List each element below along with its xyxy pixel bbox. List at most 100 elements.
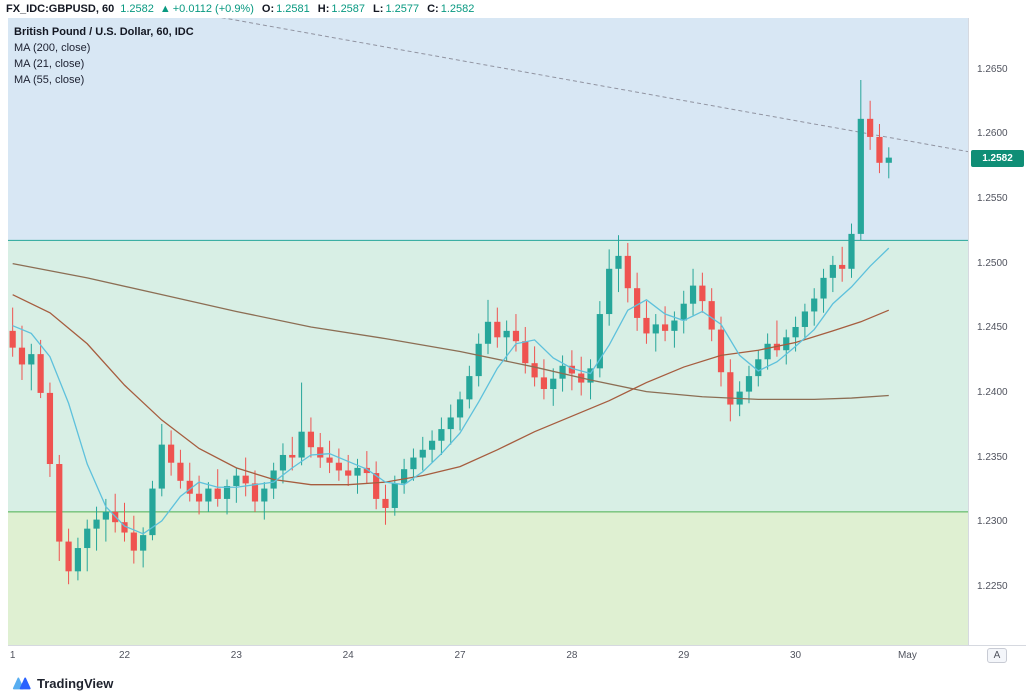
legend-ma-21[interactable]: MA (21, close) [14, 58, 85, 70]
brand-name[interactable]: TradingView [37, 675, 114, 691]
candle-body [792, 326, 799, 338]
candle-body [727, 372, 734, 405]
candle-body [876, 136, 883, 163]
time-axis-label: 23 [230, 650, 242, 661]
quote-header: FX_IDC:GBPUSD, 60 1.2582 ▲ +0.0112 (+0.9… [0, 0, 1026, 18]
candle-body [820, 277, 827, 299]
candle-body [56, 464, 63, 542]
high-value: 1.2587 [331, 3, 366, 15]
change-value: +0.0112 (+0.9%) [172, 3, 254, 15]
last-price-value: 1.2582 [120, 3, 154, 15]
candle-body [522, 341, 529, 364]
candle-body [531, 363, 538, 378]
price-axis-tick: 1.2600 [977, 128, 1008, 140]
price-axis-tick: 1.2650 [977, 63, 1008, 75]
close-label: C: [427, 3, 439, 15]
candle-body [214, 488, 221, 499]
candle-body [391, 483, 398, 508]
upper-blue-zone [8, 18, 968, 241]
price-pane[interactable] [8, 18, 968, 645]
candle-body [671, 320, 678, 331]
symbol-title[interactable]: FX_IDC:GBPUSD, 60 [6, 3, 115, 15]
candle-body [689, 285, 697, 304]
candle-body [9, 330, 16, 348]
open-value: 1.2581 [276, 3, 310, 15]
candle-body [717, 329, 725, 373]
candle-body [484, 321, 492, 344]
time-axis-label: 24 [342, 650, 354, 661]
time-axis[interactable]: 1 22 23 24 27 28 29 30 May [8, 645, 1026, 667]
candle-body [401, 469, 408, 484]
candle-body [661, 324, 669, 331]
candle-body [177, 462, 184, 481]
chart-legend: British Pound / U.S. Dollar, 60, IDC MA … [14, 24, 194, 88]
price-axis-tick: 1.2250 [977, 580, 1008, 592]
candle-body [447, 417, 454, 430]
trendline [221, 18, 968, 153]
candle-body [540, 377, 548, 390]
candle-body [428, 440, 436, 450]
price-axis[interactable]: 1.2582 1.2650 1.2600 1.2550 1.2500 1.2450 1.2… [968, 18, 1026, 645]
candle-body [587, 368, 594, 383]
candle-body [326, 457, 333, 463]
candle-body [652, 324, 659, 334]
high-label: H: [317, 3, 330, 15]
candle-body [466, 376, 473, 400]
price-axis-tick: 1.2500 [977, 257, 1008, 269]
candle-body [643, 317, 650, 334]
candle-body [93, 519, 100, 529]
candle-body [857, 118, 864, 234]
candle-body [121, 522, 128, 533]
candle-body [65, 541, 72, 572]
low-label: L: [373, 3, 384, 15]
candle-body [550, 378, 557, 390]
price-axis-tick: 1.2450 [977, 322, 1008, 334]
candle-body [829, 264, 836, 278]
legend-ma-200[interactable]: MA (200, close) [14, 42, 91, 54]
chart-canvas[interactable] [8, 18, 968, 645]
legend-ma-55[interactable]: MA (55, close) [14, 74, 85, 86]
footer: TradingView [12, 674, 113, 692]
time-axis-label: 28 [566, 650, 578, 661]
candle-body [289, 454, 296, 458]
candle-body [158, 444, 165, 489]
lower-green-zone [8, 511, 968, 645]
candle-body [242, 475, 249, 484]
candle-body [373, 473, 380, 499]
candle-body [745, 376, 753, 392]
price-axis-tick: 1.2300 [977, 516, 1008, 528]
candle-body [37, 354, 44, 393]
tradingview-logo-icon[interactable] [12, 676, 32, 690]
candle-body [764, 343, 771, 360]
candle-body [494, 321, 501, 338]
price-axis-tick: 1.2350 [977, 451, 1008, 463]
candle-body [634, 288, 641, 318]
last-price-badge: 1.2582 [971, 149, 1024, 167]
autoscale-button[interactable]: A [987, 648, 1007, 663]
time-axis-label: 22 [118, 650, 131, 661]
candle-body [345, 470, 352, 476]
price-axis-tick: 1.2400 [977, 386, 1008, 398]
candle-body [307, 431, 315, 448]
candle-body [261, 488, 268, 502]
candle-body [18, 347, 26, 365]
candle-body [801, 311, 808, 327]
time-axis-label: 29 [678, 650, 690, 661]
ma-200-line [12, 262, 889, 401]
candle-body [84, 528, 91, 549]
candle-body [438, 429, 445, 441]
time-axis-label: 30 [790, 650, 802, 661]
candle-body [186, 480, 193, 494]
time-axis-label: May [897, 650, 917, 661]
time-axis-label: 1 [9, 650, 16, 661]
candle-body [74, 548, 82, 572]
candle-body [624, 255, 631, 289]
candle-body [279, 454, 287, 471]
ma-21-line [12, 247, 890, 535]
legend-symbol-title[interactable]: British Pound / U.S. Dollar, 60, IDC [14, 26, 194, 38]
candle-body [130, 532, 137, 551]
candle-body [102, 511, 109, 520]
candle-body [354, 467, 361, 476]
candle-body [140, 535, 147, 551]
